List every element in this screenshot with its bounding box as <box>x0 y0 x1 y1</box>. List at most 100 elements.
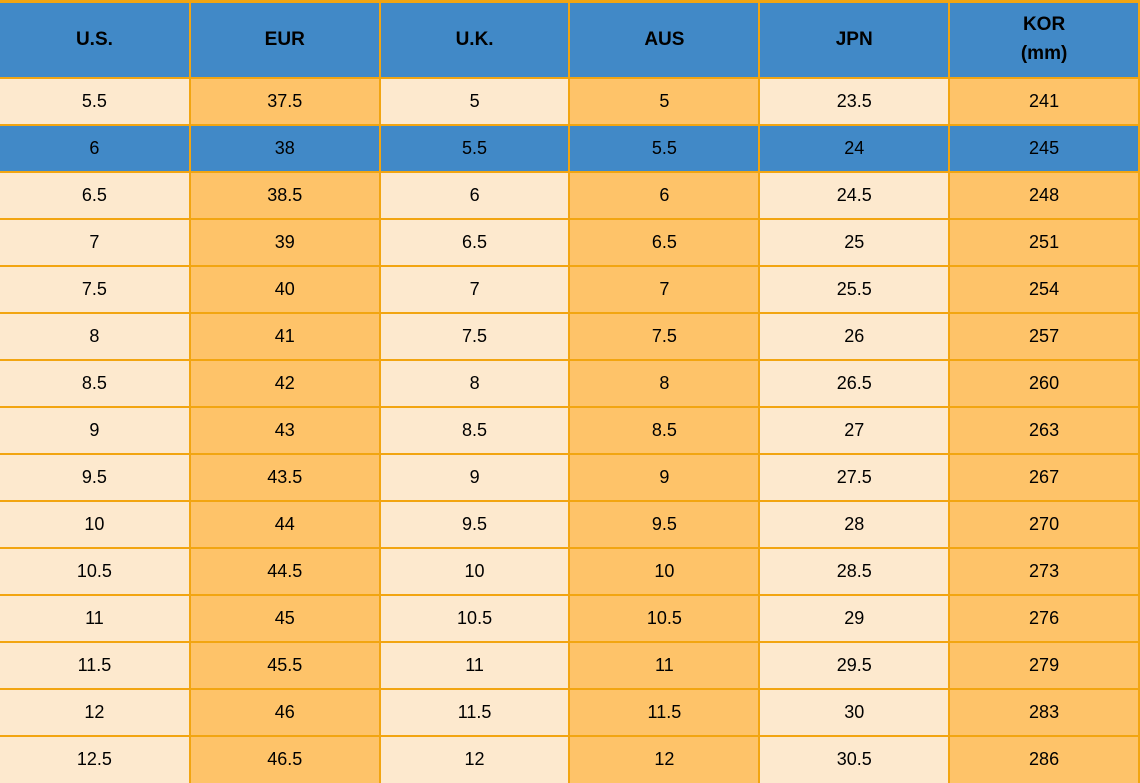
table-cell: 5 <box>378 76 571 126</box>
table-row[interactable]: 9.5 43.5 9 9 27.5 267 <box>0 452 1140 502</box>
table-cell: 42 <box>188 358 381 408</box>
table-row[interactable]: 7 39 6.5 6.5 25 251 <box>0 217 1140 267</box>
table-cell: 29.5 <box>758 640 951 690</box>
table-cell: 276 <box>948 593 1140 643</box>
table-cell: 9 <box>568 452 761 502</box>
table-row[interactable]: 7.5 40 7 7 25.5 254 <box>0 264 1140 314</box>
table-cell: 8.5 <box>568 405 761 455</box>
table-cell: 5.5 <box>378 123 571 173</box>
table-cell: 38.5 <box>188 170 381 220</box>
table-cell: 245 <box>948 123 1140 173</box>
table-cell: 7.5 <box>568 311 761 361</box>
table-row[interactable]: 12.5 46.5 12 12 30.5 286 <box>0 734 1140 783</box>
header-row: U.S. EUR U.K. AUS JPN KOR (mm) <box>0 0 1140 79</box>
column-header-eur: EUR <box>188 0 381 79</box>
table-cell: 9 <box>0 405 191 455</box>
table-cell: 43.5 <box>188 452 381 502</box>
table-cell: 10 <box>378 546 571 596</box>
column-header-jpn: JPN <box>758 0 951 79</box>
table-cell: 7.5 <box>0 264 191 314</box>
table-cell: 11 <box>0 593 191 643</box>
table-cell: 10.5 <box>568 593 761 643</box>
table-cell: 38 <box>188 123 381 173</box>
table-cell: 10.5 <box>0 546 191 596</box>
table-header: U.S. EUR U.K. AUS JPN KOR (mm) <box>0 0 1140 79</box>
table-cell: 45 <box>188 593 381 643</box>
table-cell: 26 <box>758 311 951 361</box>
table-cell: 270 <box>948 499 1140 549</box>
table-cell: 11.5 <box>0 640 191 690</box>
table-cell: 279 <box>948 640 1140 690</box>
table-cell: 23.5 <box>758 76 951 126</box>
table-cell: 7.5 <box>378 311 571 361</box>
table-cell: 286 <box>948 734 1140 783</box>
column-header-aus: AUS <box>568 0 761 79</box>
table-cell: 273 <box>948 546 1140 596</box>
table-cell: 12 <box>0 687 191 737</box>
column-header-kor: KOR (mm) <box>948 0 1140 79</box>
table-cell: 27 <box>758 405 951 455</box>
table-cell: 10.5 <box>378 593 571 643</box>
table-cell: 43 <box>188 405 381 455</box>
table-cell: 251 <box>948 217 1140 267</box>
table-cell: 12 <box>568 734 761 783</box>
column-header-uk: U.K. <box>378 0 571 79</box>
table-cell: 8.5 <box>378 405 571 455</box>
table-cell: 263 <box>948 405 1140 455</box>
table-cell: 11 <box>378 640 571 690</box>
table-row[interactable]: 12 46 11.5 11.5 30 283 <box>0 687 1140 737</box>
table-cell: 11.5 <box>378 687 571 737</box>
table-cell: 30 <box>758 687 951 737</box>
table-cell: 29 <box>758 593 951 643</box>
table-cell: 30.5 <box>758 734 951 783</box>
table-body: 5.5 37.5 5 5 23.5 241 6 38 5.5 5.5 24 245 6.5 38.5 6 6 2… <box>0 76 1140 783</box>
table-cell: 9.5 <box>568 499 761 549</box>
table-cell: 26.5 <box>758 358 951 408</box>
table-cell: 25 <box>758 217 951 267</box>
table-cell: 260 <box>948 358 1140 408</box>
table-cell: 9.5 <box>0 452 191 502</box>
table-cell: 12 <box>378 734 571 783</box>
table-cell: 39 <box>188 217 381 267</box>
table-row[interactable]: 6.5 38.5 6 6 24.5 248 <box>0 170 1140 220</box>
table-cell: 6.5 <box>568 217 761 267</box>
table-cell: 9.5 <box>378 499 571 549</box>
table-cell: 24.5 <box>758 170 951 220</box>
column-header-us: U.S. <box>0 0 191 79</box>
table-cell: 25.5 <box>758 264 951 314</box>
table-cell: 28 <box>758 499 951 549</box>
table-row[interactable]: 10.5 44.5 10 10 28.5 273 <box>0 546 1140 596</box>
table-cell: 44 <box>188 499 381 549</box>
table-cell: 248 <box>948 170 1140 220</box>
table-cell: 45.5 <box>188 640 381 690</box>
table-row[interactable]: 11 45 10.5 10.5 29 276 <box>0 593 1140 643</box>
table-cell: 9 <box>378 452 571 502</box>
table-cell: 24 <box>758 123 951 173</box>
table-cell: 257 <box>948 311 1140 361</box>
table-cell: 44.5 <box>188 546 381 596</box>
table-row[interactable]: 5.5 37.5 5 5 23.5 241 <box>0 76 1140 126</box>
table-cell: 46 <box>188 687 381 737</box>
table-cell: 6 <box>0 123 191 173</box>
table-row[interactable]: 10 44 9.5 9.5 28 270 <box>0 499 1140 549</box>
table-cell: 267 <box>948 452 1140 502</box>
table-cell: 40 <box>188 264 381 314</box>
table-row[interactable]: 8 41 7.5 7.5 26 257 <box>0 311 1140 361</box>
table-cell: 46.5 <box>188 734 381 783</box>
table-cell: 283 <box>948 687 1140 737</box>
table-cell: 28.5 <box>758 546 951 596</box>
table-cell: 254 <box>948 264 1140 314</box>
table-row[interactable]: 8.5 42 8 8 26.5 260 <box>0 358 1140 408</box>
table-cell: 6 <box>378 170 571 220</box>
table-cell: 11 <box>568 640 761 690</box>
table-cell: 10 <box>568 546 761 596</box>
table-cell: 6.5 <box>0 170 191 220</box>
table-row[interactable]: 9 43 8.5 8.5 27 263 <box>0 405 1140 455</box>
table-cell: 27.5 <box>758 452 951 502</box>
table-cell: 8 <box>378 358 571 408</box>
table-cell: 6 <box>568 170 761 220</box>
table-cell: 5.5 <box>0 76 191 126</box>
table-cell: 11.5 <box>568 687 761 737</box>
table-row-highlighted[interactable]: 6 38 5.5 5.5 24 245 <box>0 123 1140 173</box>
table-row[interactable]: 11.5 45.5 11 11 29.5 279 <box>0 640 1140 690</box>
